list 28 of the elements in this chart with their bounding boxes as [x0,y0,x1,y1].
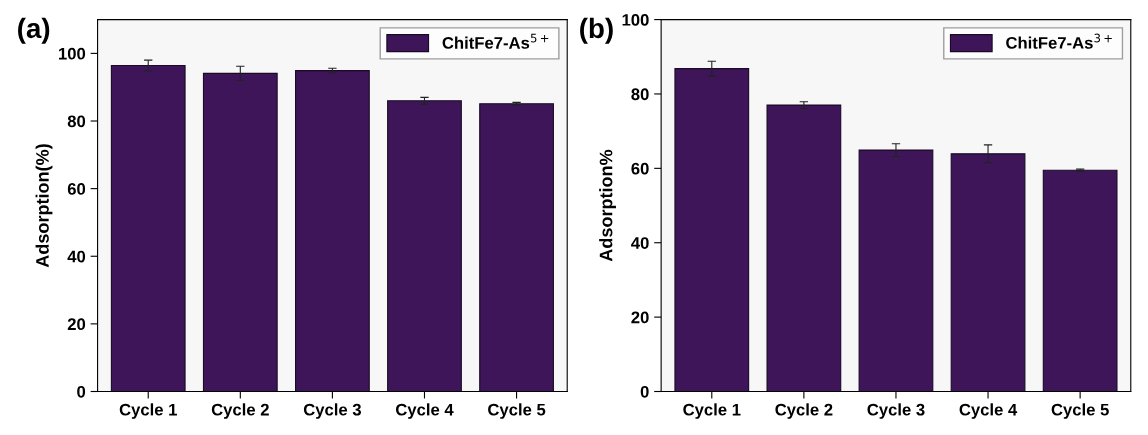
y-tick-label: 100 [622,13,649,26]
legend-label: ChitFe7-As$^{3+}$ [1006,33,1112,49]
chart-title: (b) [580,17,613,44]
y-tick-label: 0 [77,385,86,398]
x-tick-label: Cycle 2 [211,403,269,419]
y-tick-label: 80 [67,115,86,128]
y-tick-label: 0 [640,385,649,398]
x-tick-label: Cycle 1 [119,403,177,419]
x-tick-label: Cycle 5 [1051,403,1109,419]
chart-title: (a) [18,17,50,44]
x-tick-label: Cycle 4 [959,403,1018,419]
x-tick-label: Cycle 1 [683,403,741,419]
y-tick-label: 20 [631,311,649,324]
y-axis-title: Adsorption% [599,149,616,262]
x-tick-label: Cycle 3 [303,403,361,419]
y-tick-label: 60 [67,183,86,195]
y-tick-label: 60 [631,162,649,175]
y-axis-title: Adsorption(%) [35,144,53,268]
y-tick-label: 80 [631,88,649,101]
y-tick-label: 40 [67,250,86,263]
legend-label: ChitFe7-As$^{5+}$ [442,33,549,49]
x-tick-label: Cycle 2 [775,403,833,419]
x-tick-label: Cycle 3 [867,403,925,419]
y-tick-label: 40 [631,237,649,249]
y-tick-label: 20 [67,318,86,331]
x-tick-label: Cycle 4 [395,403,454,419]
x-tick-label: Cycle 5 [488,403,546,419]
y-tick-label: 100 [59,47,86,60]
